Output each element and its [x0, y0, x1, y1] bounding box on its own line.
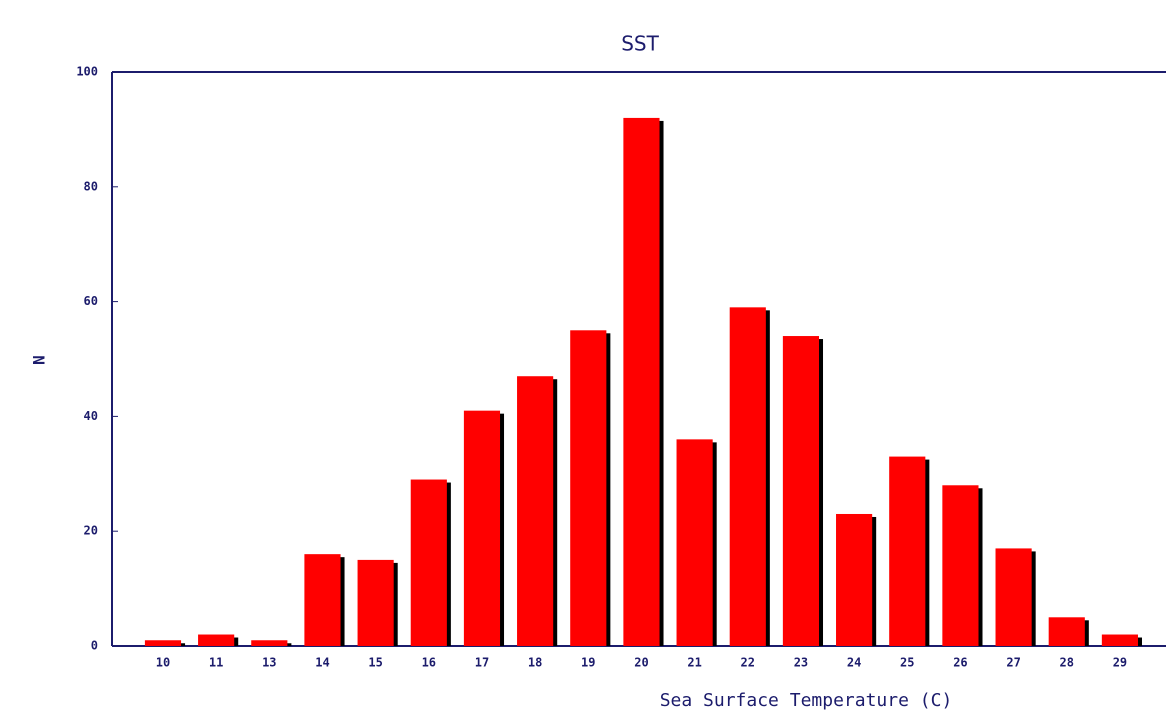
x-axis-label: Sea Surface Temperature (C)	[660, 690, 953, 711]
bar	[357, 559, 394, 646]
x-tick-label: 11	[209, 656, 223, 670]
bar	[1101, 634, 1138, 646]
y-axis-label: N	[30, 355, 49, 365]
x-tick-label: 19	[581, 656, 595, 670]
bar	[1048, 617, 1085, 646]
bar	[995, 548, 1032, 646]
bar	[836, 513, 873, 646]
x-tick-label: 17	[475, 656, 489, 670]
chart-title: SST	[621, 32, 659, 56]
y-tick-label: 20	[84, 524, 98, 538]
x-tick-label: 23	[794, 656, 808, 670]
x-tick-label: 10	[156, 656, 170, 670]
bar	[942, 485, 979, 646]
x-tick-label: 28	[1060, 656, 1074, 670]
bar	[676, 439, 713, 646]
bar	[623, 117, 660, 647]
y-tick-label: 80	[84, 179, 98, 193]
x-tick-label: 13	[262, 656, 276, 670]
x-tick-label: 21	[687, 656, 701, 670]
bar	[144, 640, 182, 646]
bar	[198, 634, 235, 646]
bar	[410, 479, 447, 646]
x-tick-label: 22	[741, 656, 755, 670]
x-tick-label: 26	[953, 656, 967, 670]
x-tick-label: 18	[528, 656, 542, 670]
y-tick-label: 40	[84, 409, 98, 423]
bar	[463, 410, 501, 646]
x-tick-label: 27	[1006, 656, 1020, 670]
bar	[517, 376, 554, 646]
x-tick-label: 24	[847, 656, 861, 670]
bar	[729, 307, 766, 646]
y-tick-label: 0	[91, 639, 98, 653]
bar	[782, 336, 820, 646]
y-tick-label: 100	[76, 65, 98, 79]
x-tick-label: 15	[368, 656, 382, 670]
x-tick-label: 29	[1113, 656, 1127, 670]
y-tick-label: 60	[84, 294, 98, 308]
x-tick-label: 16	[422, 656, 436, 670]
x-tick-label: 20	[634, 656, 648, 670]
bar	[304, 554, 341, 646]
x-tick-label: 14	[315, 656, 329, 670]
x-tick-label: 25	[900, 656, 914, 670]
bar	[889, 456, 926, 646]
bar	[251, 640, 288, 646]
bar	[570, 330, 607, 646]
